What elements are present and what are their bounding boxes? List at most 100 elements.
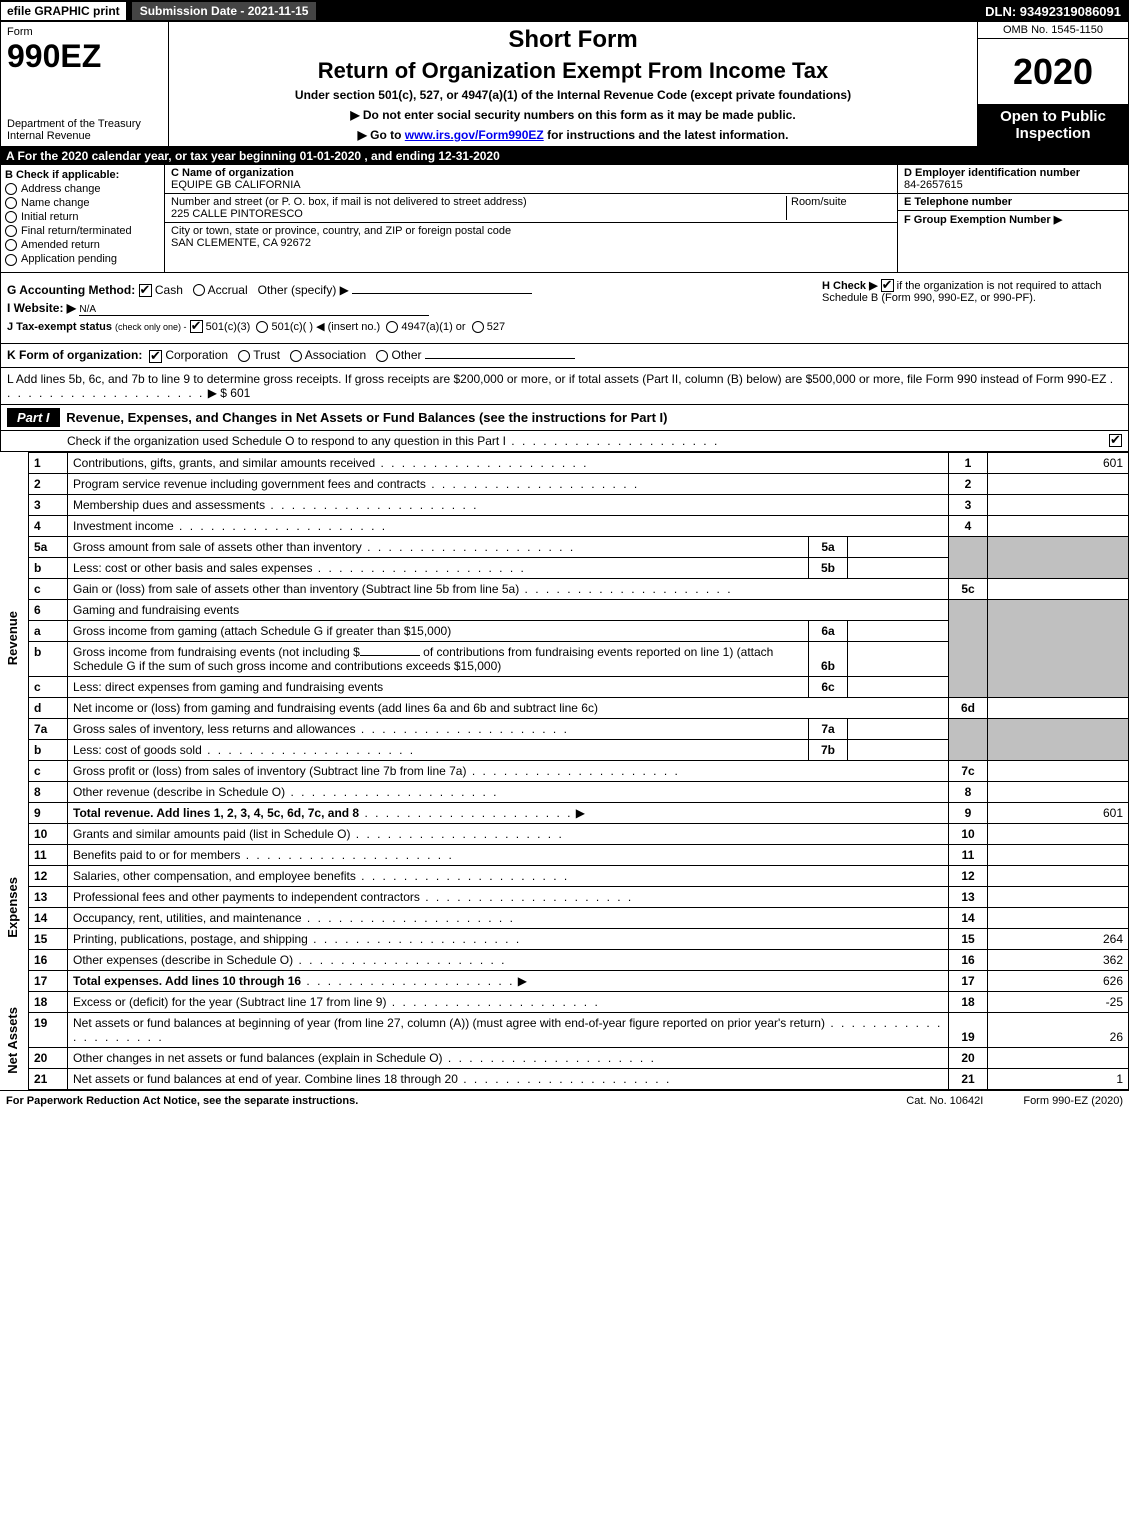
j-501c3-checkbox[interactable]	[190, 320, 203, 333]
l17-desc: Total expenses. Add lines 10 through 16 …	[68, 970, 949, 991]
check-address-change[interactable]: Address change	[5, 183, 160, 195]
l1-boxnum: 1	[949, 452, 988, 473]
k-assoc-checkbox[interactable]	[290, 350, 302, 362]
l6a-desc: Gross income from gaming (attach Schedul…	[68, 620, 809, 641]
g-cash-checkbox[interactable]	[139, 284, 152, 297]
l6a-sub: 6a	[809, 620, 848, 641]
l6b-amount-input[interactable]	[360, 655, 420, 656]
j-4947-checkbox[interactable]	[386, 321, 398, 333]
l18-num: 18	[29, 991, 68, 1012]
j-501c-checkbox[interactable]	[256, 321, 268, 333]
l17-val: 626	[988, 970, 1129, 991]
g-other-label: Other (specify) ▶	[258, 283, 349, 297]
check-initial-return[interactable]: Initial return	[5, 211, 160, 223]
line-j: J Tax-exempt status (check only one) - 5…	[7, 320, 812, 334]
l-amount: ▶ $ 601	[208, 386, 251, 400]
part-i-label: Part I	[7, 408, 60, 427]
l16-val: 362	[988, 949, 1129, 970]
l13-val	[988, 886, 1129, 907]
k-other-input[interactable]	[425, 358, 575, 359]
part-i-header-row: Part I Revenue, Expenses, and Changes in…	[0, 405, 1129, 431]
identification-section: B Check if applicable: Address change Na…	[0, 165, 1129, 273]
check-application-pending[interactable]: Application pending	[5, 253, 160, 265]
line-21: 21 Net assets or fund balances at end of…	[0, 1068, 1129, 1089]
revenue-side-label: Revenue	[0, 452, 29, 823]
submission-date-button[interactable]: Submission Date - 2021-11-15	[131, 1, 318, 21]
l5c-boxnum: 5c	[949, 578, 988, 599]
l2-desc: Program service revenue including govern…	[68, 473, 949, 494]
l9-num: 9	[29, 802, 68, 823]
l7c-num: c	[29, 760, 68, 781]
line-17: 17 Total expenses. Add lines 10 through …	[0, 970, 1129, 991]
g-accrual-checkbox[interactable]	[193, 284, 205, 296]
section-b: B Check if applicable: Address change Na…	[1, 165, 165, 272]
line-i: I Website: ▶ N/A	[7, 301, 812, 316]
ein-label: D Employer identification number	[904, 167, 1080, 179]
k-corp-checkbox[interactable]	[149, 350, 162, 363]
topbar: efile GRAPHIC print Submission Date - 20…	[0, 0, 1129, 22]
l15-num: 15	[29, 928, 68, 949]
l-text: L Add lines 5b, 6c, and 7b to line 9 to …	[7, 372, 1106, 386]
page-footer: For Paperwork Reduction Act Notice, see …	[0, 1090, 1129, 1111]
l11-boxnum: 11	[949, 844, 988, 865]
efile-graphic-print-button[interactable]: efile GRAPHIC print	[0, 1, 127, 21]
form-header: Form 990EZ Department of the Treasury In…	[0, 22, 1129, 147]
form-label: Form	[7, 26, 162, 38]
l4-num: 4	[29, 515, 68, 536]
k-trust-checkbox[interactable]	[238, 350, 250, 362]
l13-num: 13	[29, 886, 68, 907]
l6d-val	[988, 697, 1129, 718]
l16-desc: Other expenses (describe in Schedule O)	[68, 949, 949, 970]
j-527-checkbox[interactable]	[472, 321, 484, 333]
l18-desc: Excess or (deficit) for the year (Subtra…	[68, 991, 949, 1012]
l6b-desc: Gross income from fundraising events (no…	[68, 641, 809, 676]
l10-boxnum: 10	[949, 823, 988, 844]
h-checkbox[interactable]	[881, 279, 894, 292]
l5c-desc: Gain or (loss) from sale of assets other…	[68, 578, 949, 599]
l7b-sub: 7b	[809, 739, 848, 760]
l17-boxnum: 17	[949, 970, 988, 991]
check-amended-return[interactable]: Amended return	[5, 239, 160, 251]
l20-val	[988, 1047, 1129, 1068]
l2-num: 2	[29, 473, 68, 494]
l16-num: 16	[29, 949, 68, 970]
l7a-num: 7a	[29, 718, 68, 739]
irs-link[interactable]: www.irs.gov/Form990EZ	[405, 128, 544, 142]
department-box: Department of the Treasury Internal Reve…	[1, 114, 169, 146]
j-501c-label: 501(c)( )	[271, 321, 313, 333]
part-i-schedule-o-checkbox[interactable]	[1109, 434, 1122, 447]
g-other-input[interactable]	[352, 293, 532, 294]
section-ghij: G Accounting Method: Cash Accrual Other …	[0, 273, 1129, 345]
l14-boxnum: 14	[949, 907, 988, 928]
j-insert: ◀ (insert no.)	[316, 321, 380, 333]
dln-label: DLN: 93492319086091	[985, 4, 1129, 19]
j-label: J Tax-exempt status	[7, 321, 112, 333]
l3-desc: Membership dues and assessments	[68, 494, 949, 515]
line-7c: c Gross profit or (loss) from sales of i…	[0, 760, 1129, 781]
k-label: K Form of organization:	[7, 348, 142, 362]
footer-form-ref: Form 990-EZ (2020)	[1023, 1095, 1123, 1107]
l11-val	[988, 844, 1129, 865]
l6-num: 6	[29, 599, 68, 620]
l5a-sub: 5a	[809, 536, 848, 557]
group-exemption-label: F Group Exemption Number ▶	[904, 214, 1062, 226]
l6c-sub: 6c	[809, 676, 848, 697]
j-527-label: 527	[487, 321, 505, 333]
l15-boxnum: 15	[949, 928, 988, 949]
check-name-change[interactable]: Name change	[5, 197, 160, 209]
l4-val	[988, 515, 1129, 536]
ein-value: 84-2657615	[904, 179, 963, 191]
k-corp: Corporation	[165, 348, 228, 362]
part-i-title: Revenue, Expenses, and Changes in Net As…	[66, 410, 667, 425]
l19-num: 19	[29, 1012, 68, 1047]
k-other-checkbox[interactable]	[376, 350, 388, 362]
l7c-val	[988, 760, 1129, 781]
l21-num: 21	[29, 1068, 68, 1089]
line-18: Net Assets 18 Excess or (deficit) for th…	[0, 991, 1129, 1012]
line-g: G Accounting Method: Cash Accrual Other …	[7, 283, 812, 297]
l6c-num: c	[29, 676, 68, 697]
l19-boxnum: 19	[949, 1012, 988, 1047]
part-i-check-row: Check if the organization used Schedule …	[0, 431, 1129, 452]
tax-year: 2020	[978, 39, 1128, 104]
check-final-return[interactable]: Final return/terminated	[5, 225, 160, 237]
